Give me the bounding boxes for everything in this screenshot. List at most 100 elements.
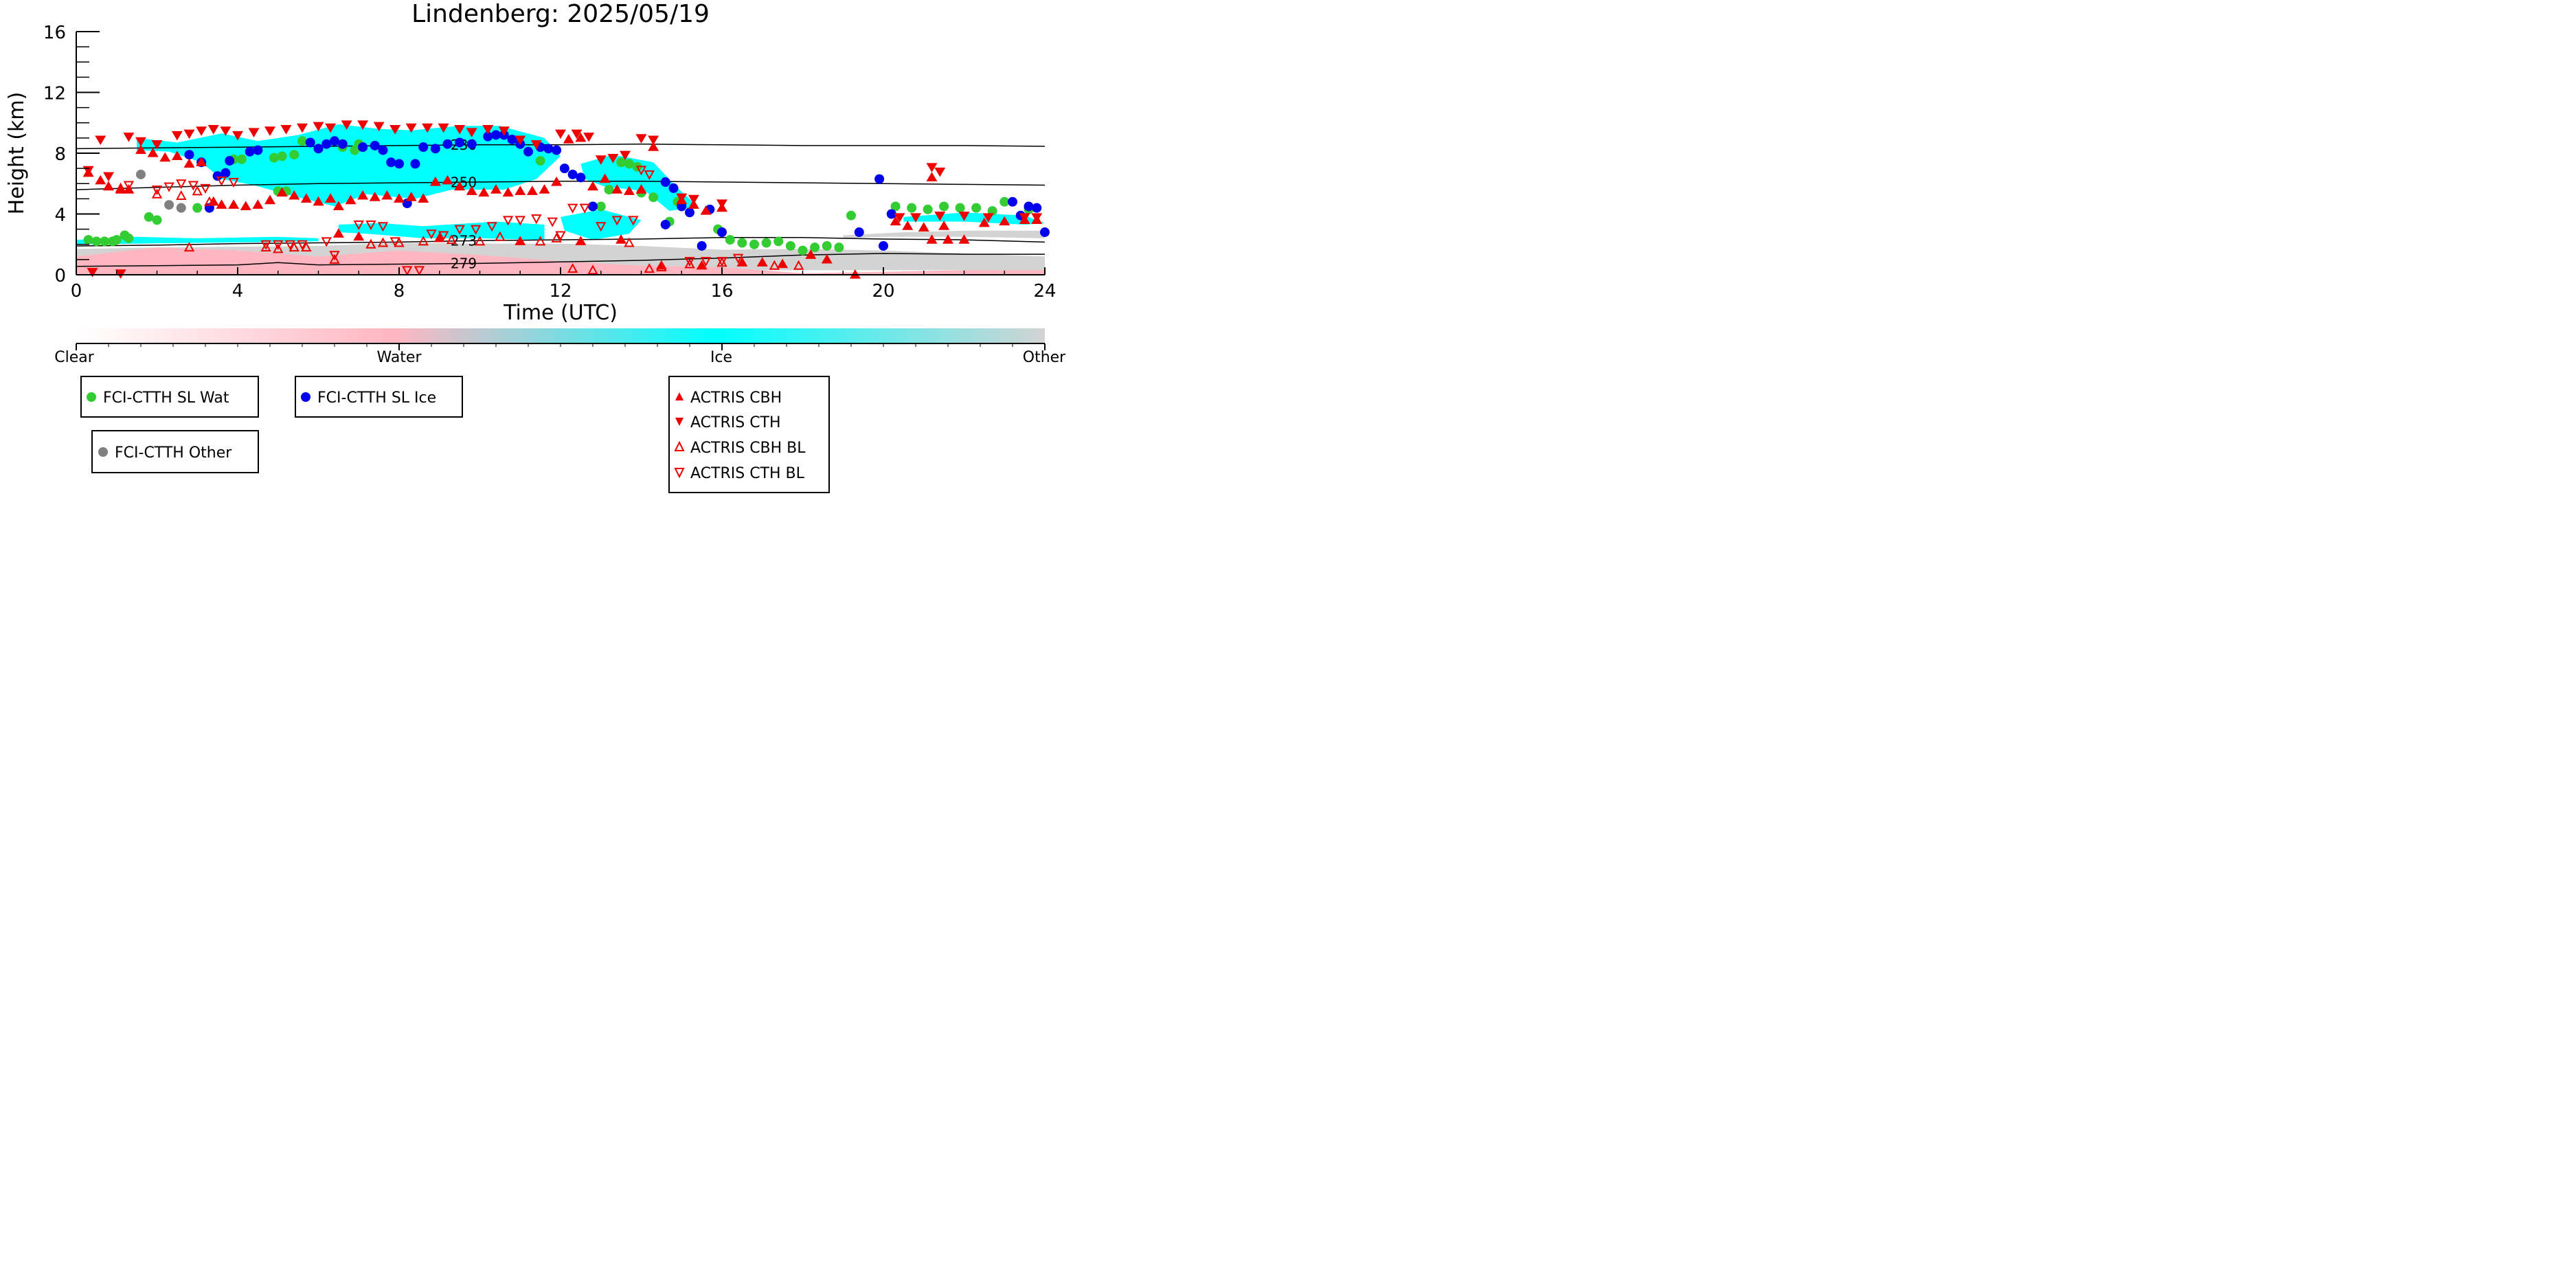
data-point [228,199,240,209]
data-point [429,177,441,186]
data-point [418,142,429,152]
data-point [999,196,1010,207]
data-point [332,201,344,211]
data-point [273,243,284,253]
data-point [879,240,888,251]
data-point [732,253,744,264]
observation-markers [82,120,1050,279]
data-point [482,125,494,135]
data-point [430,144,440,154]
series-fci-ctth-other [136,169,186,213]
data-point [628,216,639,226]
data-point [623,185,635,195]
data-point [188,181,199,191]
data-point [394,159,404,169]
data-point [124,233,134,243]
legend-box [668,376,830,493]
data-point [171,131,183,141]
data-point [422,123,433,133]
data-point [418,193,429,203]
y-tick-label: 12 [43,84,66,104]
data-point [660,219,670,229]
x-tick-label: 24 [1033,281,1056,302]
data-point [204,196,215,206]
data-point [530,140,542,150]
data-point [207,125,219,135]
data-point [498,126,510,136]
data-point [466,128,477,138]
data-point [176,203,186,213]
data-point [410,159,420,169]
data-point [571,129,583,139]
data-point [159,152,171,162]
data-point [115,182,126,192]
data-point [236,154,247,164]
series-actris-cth [82,120,1043,279]
data-point [474,236,486,246]
data-point [982,213,994,223]
data-point [478,187,490,197]
colorbar-label-ice: Ice [710,349,732,366]
data-point [910,213,921,223]
data-point [576,172,586,183]
data-point [433,232,445,242]
data-point [176,179,187,190]
legend-label: ACTRIS CBH [690,389,782,407]
legend-marker-cbh-bl-icon [674,440,685,451]
data-point [95,174,106,185]
data-point [495,231,506,241]
data-point [648,135,659,146]
data-point [660,177,670,188]
data-point [405,192,417,201]
cloud-region-ice [580,155,698,212]
data-point [147,148,159,157]
data-point [442,139,453,149]
data-point [596,201,606,212]
data-point [245,146,255,157]
data-point [1008,196,1017,207]
data-point [587,181,598,191]
data-point [260,242,271,252]
data-point [939,201,949,212]
data-point [91,236,102,247]
data-point [221,168,231,178]
data-point [615,234,627,244]
data-point [834,242,844,253]
x-axis-title: Time (UTC) [503,301,618,325]
data-point [377,222,389,232]
data-point [253,145,263,155]
data-point [103,181,114,191]
y-tick-label: 0 [54,266,66,286]
data-point [329,253,340,264]
colorbar-ticks [76,343,1046,350]
data-point [163,182,174,192]
contour-line-279 [76,253,1045,267]
data-point [470,225,482,235]
data-point [486,222,497,232]
data-point [599,173,611,183]
data-point [575,236,587,245]
data-point [555,231,566,241]
data-point [717,227,727,238]
data-point [171,150,183,161]
cloud-region-water [76,247,1045,275]
data-point [684,258,695,269]
data-point [252,199,264,209]
data-point [196,126,207,136]
data-point [87,267,98,278]
data-point [377,237,389,247]
data-point [635,134,647,144]
data-point [890,201,901,212]
legend-box [91,430,259,473]
legend-fci-other: FCI-CTTH Other [91,430,259,473]
data-point [552,145,562,155]
data-point [635,166,647,176]
data-point [454,181,466,191]
data-point [369,192,381,201]
data-point [373,122,385,132]
data-point [700,205,712,215]
data-point [668,183,679,193]
y-axis-title: Height (km) [5,92,29,215]
data-point [737,238,747,248]
data-point [232,131,243,141]
